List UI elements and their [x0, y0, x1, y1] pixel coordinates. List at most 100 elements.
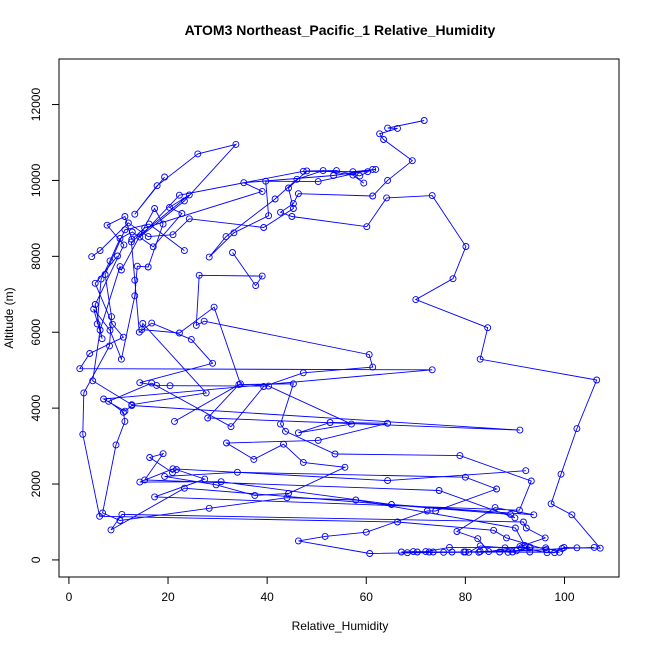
data-point: [288, 213, 296, 220]
data-point: [175, 191, 183, 199]
data-point: [366, 550, 374, 557]
data-point: [319, 167, 327, 175]
data-point: [474, 535, 482, 543]
data-point: [509, 548, 516, 556]
series-7: [88, 165, 377, 261]
data-point: [423, 507, 431, 515]
data-point: [258, 272, 266, 280]
data-point: [496, 548, 504, 556]
data-point: [551, 549, 559, 557]
data-point: [166, 203, 173, 211]
data-point: [107, 526, 115, 534]
data-point: [131, 292, 139, 300]
series-6: [93, 191, 598, 557]
data-point: [159, 450, 167, 458]
data-point: [522, 467, 530, 475]
series-line: [96, 194, 595, 554]
data-point: [180, 484, 188, 492]
data-point: [90, 305, 98, 313]
data-point: [223, 439, 230, 447]
data-point: [233, 468, 241, 476]
data-point: [205, 253, 213, 261]
data-point: [380, 136, 388, 143]
data-point: [209, 359, 217, 367]
data-point: [185, 191, 193, 199]
data-point: [227, 423, 235, 431]
data-point: [153, 381, 161, 389]
series-line: [91, 168, 373, 258]
data-point: [280, 440, 287, 448]
data-point: [169, 465, 177, 473]
data-point: [289, 205, 297, 212]
data-point: [222, 233, 230, 241]
y-tick-label: 12000: [29, 88, 43, 122]
data-point: [105, 397, 113, 405]
y-tick-label: 0: [29, 556, 43, 563]
data-point: [428, 366, 436, 374]
data-point: [212, 481, 220, 489]
data-point: [568, 511, 576, 519]
data-point: [491, 504, 499, 512]
data-point: [260, 224, 268, 231]
data-point: [503, 534, 510, 542]
data-point: [106, 342, 113, 350]
data-point: [516, 543, 524, 551]
data-point: [512, 547, 520, 555]
data-point: [187, 335, 195, 343]
data-point: [200, 317, 208, 325]
series-layer: [76, 117, 604, 557]
data-point: [250, 455, 258, 463]
data-point: [362, 528, 370, 536]
data-point: [124, 219, 132, 227]
series-2: [76, 252, 549, 556]
data-point: [347, 420, 355, 428]
x-axis-label: Relative_Humidity: [292, 619, 389, 633]
x-tick-label: 40: [260, 590, 274, 604]
data-point: [108, 313, 115, 321]
data-point: [121, 213, 129, 220]
series-line: [78, 255, 547, 553]
data-point: [217, 478, 225, 486]
data-point: [106, 257, 114, 265]
data-point: [493, 485, 501, 493]
data-point: [321, 532, 329, 540]
data-point: [201, 475, 209, 483]
data-point: [413, 548, 421, 556]
y-tick-label: 10000: [29, 163, 43, 197]
data-point: [146, 454, 154, 461]
data-point: [356, 172, 364, 180]
data-point: [283, 494, 291, 502]
data-point: [515, 506, 523, 514]
data-point: [202, 389, 210, 397]
data-point: [376, 130, 384, 138]
data-point: [96, 247, 104, 255]
data-point: [530, 511, 538, 519]
data-point: [384, 176, 392, 184]
data-point: [420, 117, 428, 124]
data-point: [80, 389, 88, 397]
data-point: [294, 429, 302, 437]
data-point: [432, 507, 440, 515]
data-point: [195, 271, 203, 279]
data-point: [282, 427, 289, 435]
data-point: [369, 363, 377, 371]
data-point: [133, 262, 141, 270]
data-point: [185, 215, 193, 223]
data-point: [229, 249, 236, 256]
x-tick-label: 100: [554, 590, 574, 604]
data-point: [144, 233, 152, 241]
data-point: [490, 526, 498, 534]
y-axis: 0 2000 4000 6000 8000 10000 12000: [29, 88, 60, 563]
data-point: [109, 320, 116, 328]
data-point: [252, 282, 260, 290]
data-point: [388, 501, 395, 508]
data-point: [558, 545, 566, 552]
data-point: [511, 524, 519, 532]
data-point: [593, 376, 601, 384]
data-point: [161, 173, 169, 181]
data-point: [251, 491, 259, 499]
data-point: [277, 208, 284, 216]
data-point: [112, 441, 120, 449]
y-axis-label: Altitude (m): [2, 287, 16, 348]
